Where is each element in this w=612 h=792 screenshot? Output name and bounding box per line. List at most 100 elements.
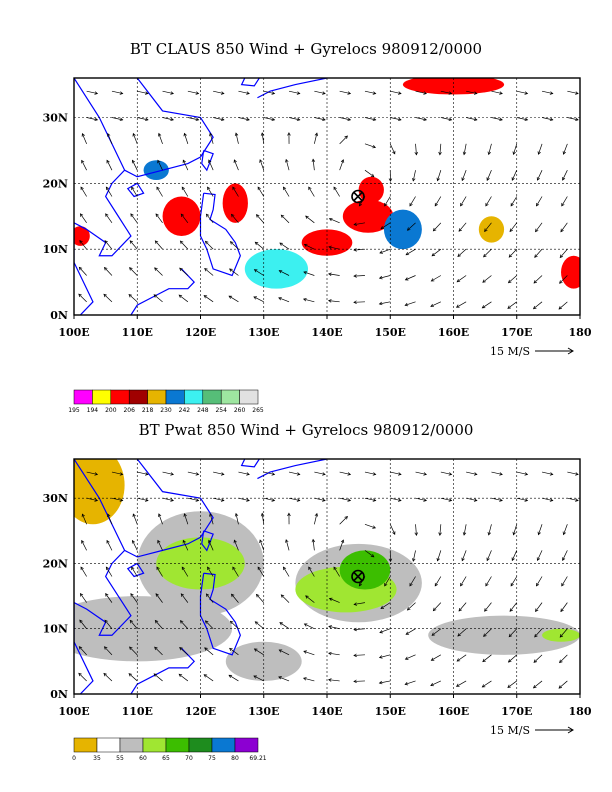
wind-vector bbox=[131, 186, 138, 197]
wind-vector bbox=[105, 213, 113, 224]
wind-vector bbox=[154, 619, 163, 629]
colorbar-swatch bbox=[73, 389, 93, 405]
wind-vector bbox=[380, 602, 391, 609]
wind-vector bbox=[458, 222, 467, 232]
wind-vector bbox=[511, 550, 518, 562]
wind-vector bbox=[213, 471, 225, 476]
wind-vector bbox=[228, 295, 239, 303]
wind-vector bbox=[279, 622, 290, 630]
wind-vector bbox=[353, 222, 366, 226]
wind-vector bbox=[536, 550, 543, 562]
wind-vector bbox=[187, 497, 200, 502]
colorbar-swatch bbox=[96, 737, 121, 753]
wind-vector bbox=[303, 650, 315, 656]
x-tick-label: 110E bbox=[122, 705, 153, 718]
wind-vector bbox=[537, 524, 543, 536]
coastline bbox=[74, 78, 132, 315]
colorbar-swatch bbox=[165, 389, 185, 405]
coastline bbox=[74, 459, 132, 694]
x-tick-label: 180 bbox=[569, 705, 592, 718]
wind-vector bbox=[156, 566, 163, 577]
wind-vector bbox=[287, 512, 291, 525]
wind-vector bbox=[187, 90, 200, 95]
colorbar-label: 218 bbox=[142, 407, 154, 414]
wind-vector bbox=[327, 678, 340, 682]
colorbar-label: 194 bbox=[87, 407, 99, 414]
wind-vector bbox=[128, 294, 138, 303]
wind-vector bbox=[228, 674, 239, 682]
shaded-region bbox=[542, 628, 580, 642]
wind-vector bbox=[181, 566, 189, 577]
wind-vector bbox=[155, 213, 163, 224]
wind-vector bbox=[339, 471, 352, 476]
wind-vector bbox=[303, 243, 315, 250]
wind-vector bbox=[537, 143, 543, 155]
wind-vector bbox=[162, 117, 175, 122]
wind-vector bbox=[154, 646, 163, 656]
wind-vector bbox=[559, 248, 568, 259]
wind-vector bbox=[305, 215, 315, 224]
wind-vector bbox=[510, 576, 518, 587]
wind-vector bbox=[541, 471, 554, 476]
wind-vector bbox=[364, 90, 377, 95]
wind-vector bbox=[308, 566, 315, 577]
wind-vector bbox=[364, 143, 377, 149]
wind-vector bbox=[508, 628, 518, 638]
wind-vector bbox=[238, 497, 250, 502]
wind-vector bbox=[353, 627, 365, 632]
storm-center-marker bbox=[351, 189, 365, 204]
wind-vector bbox=[204, 647, 214, 656]
wind-vector bbox=[204, 267, 214, 276]
x-tick-label: 150E bbox=[375, 705, 406, 718]
wind-vector bbox=[229, 241, 239, 250]
wind-vector bbox=[491, 90, 503, 95]
wind-vector bbox=[137, 497, 149, 502]
colorbar-label: 35 bbox=[93, 755, 101, 762]
wind-vector bbox=[404, 654, 416, 660]
wind-vector bbox=[328, 245, 340, 250]
wind-vector bbox=[456, 275, 467, 283]
wind-vector bbox=[254, 621, 264, 629]
wind-vector bbox=[129, 619, 138, 629]
shaded-region bbox=[478, 216, 505, 243]
wind-vector bbox=[179, 267, 189, 276]
wind-vector bbox=[533, 275, 543, 284]
colorbar-label: 60 bbox=[139, 755, 147, 762]
wind-vector bbox=[79, 619, 87, 629]
colorbar-swatch bbox=[220, 389, 240, 405]
wind-vector bbox=[415, 117, 428, 122]
y-tick-label: 20N bbox=[43, 177, 68, 190]
wind-vector bbox=[205, 593, 214, 603]
wind-vector bbox=[179, 620, 189, 629]
wind-vector bbox=[353, 653, 365, 658]
chart-panel-0: 100E 110E 120E 130E 140E 150E 160E 170E 180 0N 10N… bbox=[43, 77, 592, 414]
wind-vector bbox=[129, 646, 138, 656]
wind-vector bbox=[462, 524, 467, 536]
wind-vector bbox=[283, 186, 290, 197]
wind-vector bbox=[562, 550, 568, 561]
shaded-region bbox=[428, 615, 580, 655]
wind-vector bbox=[532, 680, 543, 689]
wind-vector bbox=[203, 295, 214, 303]
colorbar-label: 200 bbox=[105, 407, 117, 414]
wind-vector bbox=[412, 550, 416, 562]
x-tick-label: 120E bbox=[185, 326, 216, 339]
wind-vector bbox=[353, 602, 366, 606]
wind-vector bbox=[532, 301, 543, 310]
wind-vector bbox=[238, 471, 250, 476]
wind-vector bbox=[339, 159, 345, 171]
wind-vector bbox=[80, 566, 87, 577]
wind-vector bbox=[131, 539, 138, 551]
coastline bbox=[257, 459, 328, 480]
wind-vector bbox=[533, 654, 543, 663]
wind-vector bbox=[78, 672, 87, 682]
wind-vector bbox=[209, 513, 214, 525]
wind-vector bbox=[364, 471, 377, 476]
wind-vector bbox=[339, 135, 348, 145]
wind-vector bbox=[486, 170, 492, 181]
wind-vector bbox=[339, 515, 348, 525]
wind-vector bbox=[559, 628, 568, 638]
x-tick-label: 180 bbox=[569, 326, 592, 339]
wind-vector bbox=[288, 90, 301, 95]
wind-vector bbox=[567, 90, 579, 95]
